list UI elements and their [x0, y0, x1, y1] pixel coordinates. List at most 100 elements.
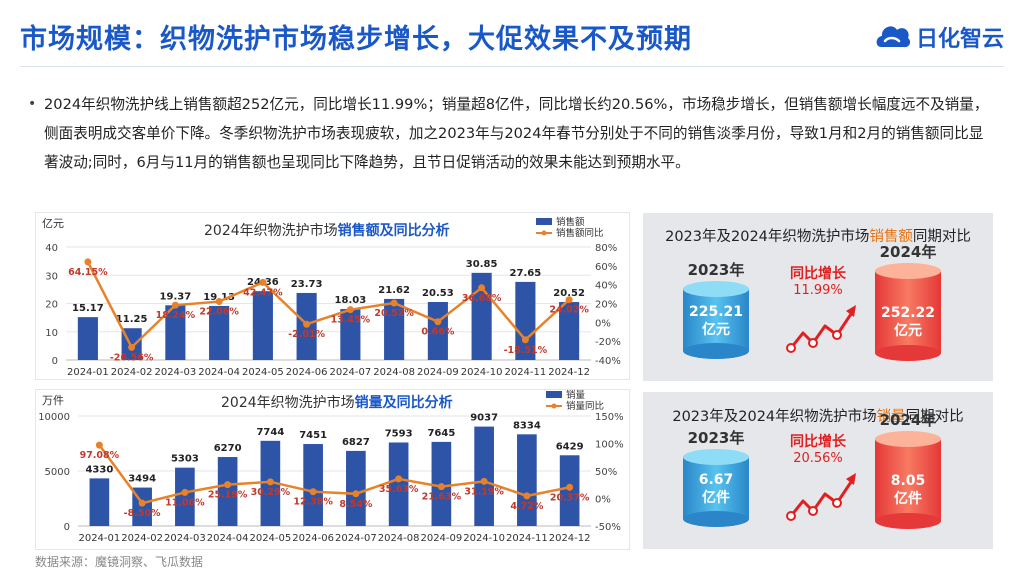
- x-tick-label: 2024-09: [417, 367, 459, 378]
- bar: [340, 309, 361, 360]
- x-tick-label: 2024-12: [549, 533, 591, 544]
- bar: [474, 426, 494, 526]
- yoy-point: [303, 320, 311, 328]
- bar: [388, 442, 409, 526]
- yoy-value-label: 18.24%: [156, 310, 196, 321]
- y2-tick-label: -40%: [595, 356, 621, 367]
- y2-tick-label: 150%: [595, 412, 624, 423]
- y2-tick-label: 0%: [595, 495, 611, 506]
- unit-a: 亿件: [702, 489, 730, 506]
- title-highlight: 销售额: [869, 229, 913, 245]
- y2-tick-label: 100%: [595, 440, 624, 451]
- yoy-value-label: 42.47%: [243, 287, 283, 298]
- title-highlight: 销量: [876, 409, 906, 425]
- bar: [559, 302, 580, 360]
- x-tick-label: 2024-01: [78, 533, 120, 544]
- x-tick-label: 2024-05: [242, 367, 284, 378]
- growth-arrow-node: [786, 511, 796, 521]
- y-tick-label: 5000: [45, 467, 70, 478]
- bar: [346, 450, 366, 526]
- bar-value-label: 7645: [427, 428, 455, 439]
- year-a-label: 2023年: [688, 429, 745, 447]
- bar-value-label: 30.85: [466, 259, 498, 270]
- y2-tick-label: 80%: [595, 243, 617, 254]
- bar-value-label: 19.13: [203, 292, 235, 303]
- yoy-point: [478, 284, 486, 292]
- legend-bar-swatch: [546, 391, 562, 398]
- bar-value-label: 20.53: [422, 288, 454, 299]
- volume-comparison-title: 2023年及2024年织物洗护市场销量同期对比: [643, 405, 993, 426]
- legend-line-marker: [551, 403, 557, 409]
- yoy-point: [395, 475, 403, 483]
- bar: [517, 434, 537, 526]
- yoy-point: [566, 483, 574, 491]
- bar-value-label: 8334: [513, 420, 541, 431]
- y2-tick-label: 60%: [595, 262, 617, 273]
- x-tick-label: 2024-01: [67, 367, 109, 378]
- y2-tick-label: 40%: [595, 281, 617, 292]
- growth-arrow-node: [832, 498, 842, 508]
- yoy-value-label: 12.38%: [293, 497, 333, 508]
- x-tick-label: 2024-09: [420, 533, 462, 544]
- header-divider: [20, 66, 1004, 67]
- yoy-point: [437, 483, 445, 491]
- yoy-point: [138, 499, 146, 507]
- x-tick-label: 2024-03: [154, 367, 196, 378]
- growth-arrowhead-icon: [846, 473, 856, 485]
- bar: [89, 478, 110, 526]
- bar-value-label: 7593: [385, 428, 413, 439]
- yoy-line: [86, 261, 570, 350]
- cloud-logo-icon: [876, 26, 911, 48]
- y-axis-unit: 亿元: [42, 217, 64, 230]
- yoy-value-label: 20.52%: [374, 308, 414, 319]
- sales-chart: 2024年织物洗护市场销售额及同比分析 亿元 0 10 20 30 40 -40% -20% 0%…: [42, 216, 621, 378]
- chart-title: 2024年织物洗护市场销量及同比分析: [221, 394, 453, 411]
- bar: [384, 298, 405, 360]
- yoy-value-label: 25.19%: [208, 490, 248, 501]
- yoy-point: [565, 296, 573, 304]
- year-b-label: 2024年: [880, 411, 937, 429]
- cylinder-a-base: [683, 343, 749, 359]
- yoy-value-label: 21.63%: [422, 492, 462, 503]
- x-tick-label: 2024-07: [335, 533, 377, 544]
- legend-line-label: 销售额同比: [556, 227, 604, 239]
- yoy-point: [523, 492, 531, 500]
- yoy-point: [84, 258, 92, 266]
- x-tick-label: 2024-04: [198, 367, 240, 378]
- growth-arrow-node: [808, 506, 818, 516]
- yoy-point: [128, 343, 136, 351]
- x-tick-label: 2024-05: [249, 533, 291, 544]
- yoy-value-label: 97.08%: [80, 450, 120, 461]
- bar: [165, 305, 186, 360]
- unit-a: 亿元: [702, 321, 730, 338]
- chart-title-prefix: 2024年织物洗护市场: [204, 222, 338, 239]
- bar-value-label: 3494: [128, 474, 156, 485]
- x-tick-label: 2024-06: [292, 533, 334, 544]
- value-b: 252.22: [881, 305, 935, 321]
- x-tick-label: 2024-11: [504, 367, 546, 378]
- cylinder-a-body: [683, 457, 749, 519]
- bar-value-label: 15.17: [72, 303, 104, 314]
- growth-arrow-node: [786, 343, 796, 353]
- yoy-value-label: 31.19%: [464, 486, 504, 497]
- growth-arrow-icon: [789, 310, 855, 349]
- bar: [217, 457, 238, 526]
- yoy-value-label: 24.02%: [549, 305, 589, 316]
- growth-arrow-node: [832, 330, 842, 340]
- chart-title: 2024年织物洗护市场销售额及同比分析: [204, 222, 450, 239]
- legend-bar-swatch: [536, 218, 552, 225]
- chart-title-prefix: 2024年织物洗护市场: [221, 394, 355, 411]
- bar-value-label: 19.37: [160, 291, 192, 302]
- legend-line-label: 销量同比: [566, 400, 604, 412]
- value-a: 225.21: [689, 304, 743, 320]
- x-tick-label: 2024-12: [548, 367, 590, 378]
- bar-value-label: 27.65: [510, 268, 542, 279]
- yoy-point: [521, 336, 529, 344]
- bar: [515, 281, 536, 360]
- growth-arrow-icon: [789, 478, 855, 517]
- y-tick-label: 0: [64, 522, 70, 533]
- title-suffix: 同期对比: [905, 409, 964, 425]
- yoy-point: [480, 477, 488, 485]
- y2-tick-label: 20%: [595, 300, 617, 311]
